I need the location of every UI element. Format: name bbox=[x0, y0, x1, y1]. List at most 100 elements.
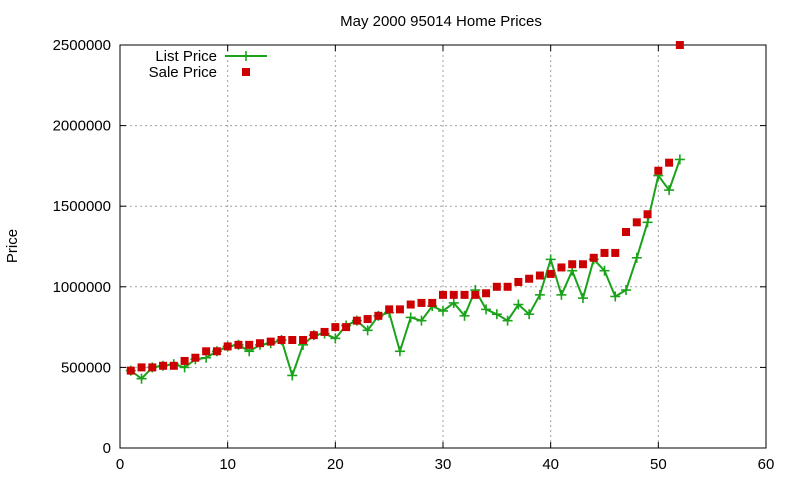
y-tick-label: 2000000 bbox=[53, 118, 111, 135]
y-tick-label: 0 bbox=[103, 440, 111, 457]
sale-price-point bbox=[137, 363, 146, 372]
sale-price-point bbox=[632, 218, 641, 227]
sale-price-point bbox=[299, 335, 308, 344]
sale-price-point bbox=[439, 290, 447, 299]
sale-price-point bbox=[245, 340, 254, 349]
grid bbox=[120, 45, 766, 448]
y-tick-label: 2500000 bbox=[53, 37, 111, 54]
list-price-point bbox=[534, 289, 545, 300]
list-price-point bbox=[610, 291, 621, 302]
list-price-point bbox=[416, 315, 427, 326]
sale-price-point bbox=[202, 347, 211, 356]
list-price-point bbox=[631, 252, 642, 263]
sale-price-point bbox=[600, 248, 609, 257]
sale-price-point bbox=[546, 269, 555, 278]
sale-price-point bbox=[191, 353, 200, 362]
sale-price-point bbox=[352, 316, 361, 325]
list-price-point bbox=[394, 346, 405, 357]
sale-price-point bbox=[159, 361, 168, 370]
sale-price-point bbox=[622, 227, 631, 236]
sale-price-point bbox=[288, 335, 297, 344]
y-tick-label: 500000 bbox=[61, 359, 111, 376]
sale-price-point bbox=[169, 361, 178, 370]
sale-price-point bbox=[126, 366, 135, 375]
sale-price-point bbox=[395, 305, 404, 314]
list-price-point bbox=[502, 315, 513, 326]
sale-price-point bbox=[277, 335, 286, 344]
list-price-point bbox=[577, 293, 588, 304]
sale-price-point bbox=[180, 356, 189, 365]
x-tick-label: 10 bbox=[219, 456, 236, 473]
sale-price-point bbox=[255, 339, 264, 348]
sale-price-point bbox=[406, 300, 415, 309]
sale-price-point bbox=[675, 41, 684, 49]
series-sale-price bbox=[126, 41, 684, 375]
sale-price-point bbox=[212, 347, 221, 356]
list-price-line bbox=[130, 159, 681, 381]
sale-price-point bbox=[223, 342, 232, 351]
sale-price-point bbox=[535, 271, 544, 280]
sale-price-point bbox=[428, 298, 437, 307]
list-price-point bbox=[674, 154, 685, 165]
list-price-point bbox=[481, 304, 492, 315]
list-price-point bbox=[136, 373, 147, 384]
sale-price-point bbox=[643, 210, 652, 219]
list-price-point bbox=[405, 312, 416, 323]
list-price-point bbox=[287, 370, 298, 381]
series-layer bbox=[125, 41, 685, 384]
list-price-point bbox=[513, 299, 524, 310]
sale-price-point bbox=[234, 340, 243, 349]
list-price-point bbox=[664, 185, 675, 196]
x-tick-label: 20 bbox=[327, 456, 344, 473]
sale-price-point bbox=[449, 290, 458, 299]
list-price-point bbox=[491, 309, 502, 320]
sale-price-point bbox=[482, 289, 491, 298]
sale-price-point bbox=[654, 166, 663, 175]
list-price-point bbox=[362, 325, 373, 336]
list-price-point bbox=[545, 254, 556, 265]
x-tick-label: 50 bbox=[650, 456, 667, 473]
sale-price-point bbox=[492, 282, 501, 291]
legend-square-marker bbox=[242, 68, 250, 76]
sale-price-point bbox=[374, 311, 383, 320]
sale-price-point bbox=[568, 260, 577, 269]
sale-price-point bbox=[385, 305, 394, 314]
x-tick-label: 30 bbox=[435, 456, 452, 473]
sale-price-point bbox=[460, 290, 469, 299]
x-tick-label: 60 bbox=[758, 456, 775, 473]
axis-ticks: 0 500000 1000000 1500000 2000000 2500000 0 10 20… bbox=[53, 37, 775, 473]
sale-price-point bbox=[665, 158, 674, 167]
list-price-point bbox=[448, 297, 459, 308]
legend-plus-marker bbox=[241, 51, 251, 61]
y-axis-label: Price bbox=[4, 229, 21, 263]
sale-price-point bbox=[363, 315, 372, 324]
list-price-point bbox=[621, 285, 632, 296]
x-tick-label: 0 bbox=[116, 456, 124, 473]
sale-price-point bbox=[309, 331, 318, 340]
legend-label: Sale Price bbox=[149, 64, 217, 81]
sale-price-point bbox=[578, 260, 587, 269]
list-price-point bbox=[642, 217, 653, 228]
legend-label: List Price bbox=[155, 48, 217, 65]
sale-price-point bbox=[417, 298, 426, 307]
y-tick-label: 1500000 bbox=[53, 198, 111, 215]
list-price-point bbox=[556, 289, 567, 300]
list-price-point bbox=[459, 310, 470, 321]
chart-title: May 2000 95014 Home Prices bbox=[340, 13, 542, 30]
x-tick-label: 40 bbox=[542, 456, 559, 473]
sale-price-point bbox=[514, 277, 523, 286]
sale-price-point bbox=[471, 290, 480, 299]
sale-price-point bbox=[266, 337, 275, 346]
sale-price-point bbox=[148, 363, 157, 372]
list-price-point bbox=[330, 333, 341, 344]
list-price-point bbox=[438, 305, 448, 316]
sale-price-point bbox=[525, 274, 534, 283]
sale-price-point bbox=[557, 263, 566, 272]
sale-price-point bbox=[331, 323, 340, 332]
y-tick-label: 1000000 bbox=[53, 279, 111, 296]
sale-price-point bbox=[503, 282, 512, 291]
list-price-point bbox=[524, 309, 535, 320]
sale-price-point bbox=[589, 253, 598, 262]
